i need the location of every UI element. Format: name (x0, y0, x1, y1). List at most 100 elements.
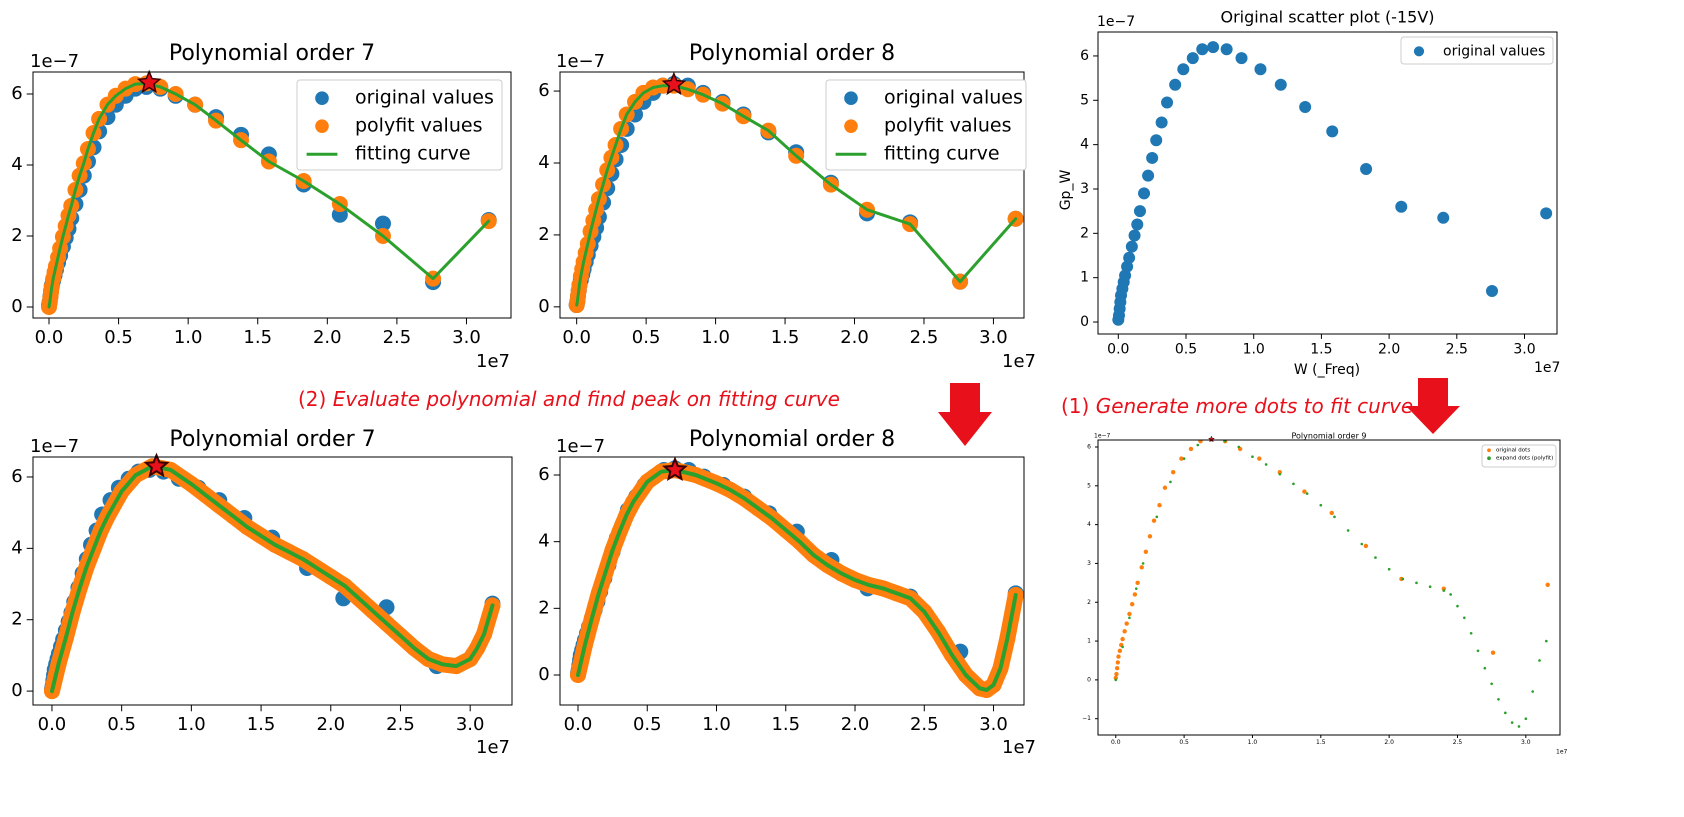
data-point (1162, 485, 1168, 490)
data-point (1135, 580, 1140, 586)
y-tick-label: 4 (538, 531, 549, 552)
legend-marker (844, 91, 858, 105)
data-point (1186, 52, 1199, 65)
x-tick-label: 3.0 (979, 714, 1008, 735)
y-offset: 1e−7 (30, 51, 79, 72)
y-tick-label: 4 (11, 154, 22, 175)
data-point (1114, 666, 1120, 671)
data-point (1441, 586, 1447, 591)
data-point (1497, 697, 1500, 701)
y-tick-label: 4 (1080, 137, 1089, 153)
y-tick-label: 4 (1087, 521, 1091, 528)
data-point (1302, 489, 1307, 494)
x-offset: 1e7 (1534, 360, 1560, 376)
data-point (1155, 515, 1159, 519)
chart: Polynomial order 7 0.0 0.5 1.0 1.5 2.0 2.5 3.0 0… (11, 41, 512, 372)
x-tick-label: 1.5 (771, 714, 800, 735)
legend-label: fitting curve (355, 143, 471, 165)
data-point (1150, 134, 1163, 147)
y-tick-label: 5 (1087, 482, 1091, 489)
x-axis-label: W (_Freq) (1294, 362, 1360, 378)
chart: Polynomial order 7 0.0 0.5 1.0 1.5 2.0 2.5 3.0 0… (11, 427, 513, 758)
chart: Polynomial order 8 0.0 0.5 1.0 1.5 2.0 2.5 3.0 0… (538, 41, 1036, 372)
x-tick-label: 0.0 (564, 714, 593, 735)
x-tick-label: 0.0 (562, 327, 591, 348)
data-point (1157, 503, 1162, 508)
chart-title: Polynomial order 7 (169, 427, 375, 452)
plot-area (570, 460, 1024, 698)
data-point (1360, 163, 1373, 176)
y-tick-label: 1 (1080, 270, 1089, 286)
x-tick-label: 0.5 (1175, 341, 1197, 357)
x-tick-label: 1.0 (701, 327, 730, 348)
x-tick-label: 2.0 (313, 327, 342, 348)
x-tick-label: 2.0 (840, 327, 869, 348)
x-tick-label: 1.5 (243, 327, 272, 348)
x-tick-label: 1.0 (174, 327, 203, 348)
data-point (1113, 675, 1118, 681)
legend-label: polyfit values (884, 115, 1011, 137)
legend-marker (315, 91, 329, 105)
data-point (1540, 207, 1553, 220)
data-point (1117, 648, 1123, 653)
fitting-line (47, 81, 491, 309)
plot-area (41, 75, 497, 315)
legend-marker (844, 119, 858, 133)
data-point (1142, 169, 1155, 182)
annotation: (2) Evaluate polynomial and find peak on… (298, 387, 840, 411)
data-point (1124, 621, 1129, 626)
data-point (1504, 711, 1507, 715)
data-point (1196, 443, 1200, 447)
y-tick-label: 2 (11, 609, 22, 630)
y-tick-label: 4 (11, 537, 22, 558)
y-tick-label: 2 (538, 597, 549, 618)
data-point (1264, 463, 1268, 466)
data-point (1155, 116, 1168, 129)
data-point (1122, 629, 1127, 634)
data-point (1147, 534, 1153, 539)
arrow (1406, 378, 1460, 434)
data-point (1333, 515, 1336, 519)
y-offset: 1e−7 (556, 436, 605, 457)
data-point (1220, 43, 1233, 56)
data-point (1133, 205, 1146, 218)
x-tick-label: 1.0 (702, 714, 731, 735)
data-point (1237, 445, 1241, 449)
annotation-text: Generate more dots to fit curve (1096, 394, 1414, 418)
data-point (1490, 650, 1496, 655)
x-tick-label: 1.0 (177, 714, 206, 735)
data-point (1132, 592, 1138, 597)
legend-label: expand dots (polyfit) (1496, 456, 1553, 462)
data-point (1115, 660, 1121, 665)
x-tick-label: 3.0 (452, 327, 481, 348)
x-tick-label: 2.0 (316, 714, 345, 735)
data-point (1510, 721, 1514, 724)
data-point (1146, 151, 1159, 164)
data-point (374, 215, 391, 232)
x-offset: 1e7 (1002, 737, 1036, 758)
legend-box (1481, 444, 1557, 468)
legend-label: original values (355, 87, 494, 109)
plot-area (43, 458, 501, 700)
legend-marker (315, 119, 329, 133)
x-tick-label: 0.0 (38, 714, 67, 735)
data-point (1490, 682, 1493, 686)
x-tick-label: 0.5 (633, 714, 662, 735)
annotation-number: (1) (1061, 394, 1089, 418)
data-point (1437, 211, 1450, 224)
legend: original values (1400, 36, 1554, 65)
plot-area (568, 75, 1024, 314)
y-tick-label: −1 (1082, 715, 1091, 722)
legend-box (296, 79, 503, 171)
data-point (1545, 582, 1550, 587)
x-tick-label: 1.5 (1316, 739, 1326, 746)
x-tick-label: 3.0 (979, 327, 1008, 348)
data-point (1483, 666, 1487, 670)
x-tick-label: 0.5 (107, 714, 136, 735)
chart-title: Polynomial order 8 (689, 427, 895, 452)
data-point (1415, 581, 1418, 585)
data-point (1128, 229, 1141, 242)
data-point (1538, 659, 1541, 662)
y-tick-label: 1 (1087, 638, 1091, 645)
